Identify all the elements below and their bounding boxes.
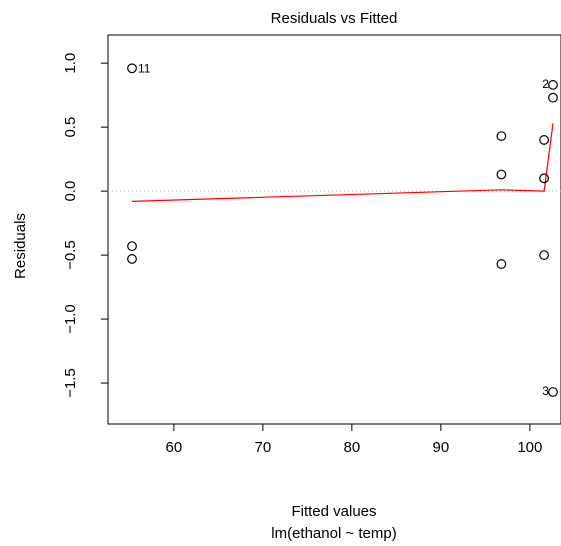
x-tick-label: 60 <box>166 439 183 456</box>
y-tick-label: 1.0 <box>62 53 79 74</box>
residual-point <box>539 173 549 184</box>
model-formula-label: lm(ethanol ~ temp) <box>271 525 396 542</box>
residual-point <box>548 80 558 90</box>
residual-point <box>539 135 549 145</box>
plot-frame <box>107 34 561 425</box>
plot-area: 60 70 80 90 100 −1.5 −1.0 −0.5 0.0 0.5 1.0 11 2 3 <box>62 34 561 456</box>
x-tick-label: 90 <box>433 439 450 456</box>
residual-point <box>548 387 558 397</box>
y-tick-label: 0.5 <box>62 117 79 138</box>
residual-point <box>496 131 507 141</box>
y-tick-label: −1.0 <box>62 304 79 334</box>
residual-point <box>127 63 137 74</box>
observation-label: 2 <box>542 77 549 91</box>
x-tick-label: 80 <box>344 439 361 456</box>
residual-point <box>496 169 507 180</box>
x-tick-label: 70 <box>255 439 272 456</box>
residual-point <box>548 92 558 103</box>
y-tick-label: 0.0 <box>62 181 79 202</box>
observation-label: 3 <box>542 384 549 398</box>
y-tick-label: −1.5 <box>62 368 79 398</box>
y-tick-label: −0.5 <box>62 240 79 270</box>
y-axis-label: Residuals <box>12 213 29 279</box>
smooth-line <box>132 123 554 202</box>
residual-point <box>496 259 507 269</box>
x-tick-label: 100 <box>517 439 542 456</box>
x-axis-label: Fitted values <box>291 503 376 520</box>
chart-title: Residuals vs Fitted <box>271 10 398 27</box>
residual-point <box>127 241 137 252</box>
observation-label: 11 <box>138 61 151 75</box>
residual-point <box>539 250 549 260</box>
residual-point <box>127 254 137 264</box>
